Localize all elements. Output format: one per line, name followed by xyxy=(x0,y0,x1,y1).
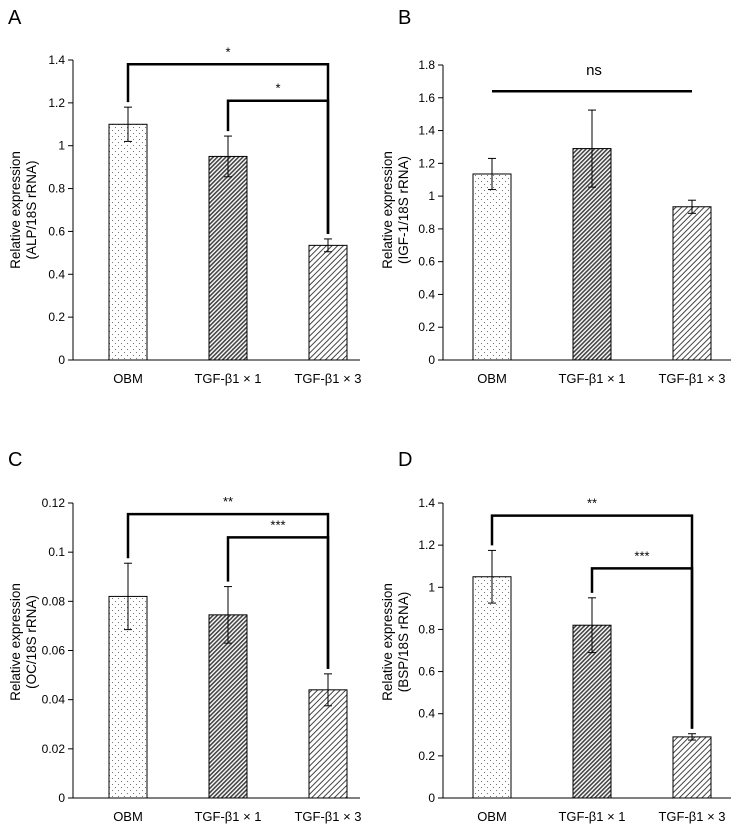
y-tick-label: 0.04 xyxy=(42,693,66,707)
chart-panel-b: B 0 0.2 0.4 0.6 0.8 1 1.2 1.4 1.6 1.8 Relative expr… xyxy=(380,7,731,386)
category-label: TGF-β1 × 3 xyxy=(658,371,725,386)
bar-3 xyxy=(308,689,348,799)
y-tick-label: 1.2 xyxy=(418,156,435,170)
y-tick-label: 0.08 xyxy=(42,594,66,608)
y-tick-label: 0.4 xyxy=(418,707,435,721)
significance-label: *** xyxy=(634,548,649,563)
bar-1 xyxy=(472,173,512,361)
y-tick-label: 0.02 xyxy=(42,742,66,756)
bar-2 xyxy=(572,624,612,799)
category-label: OBM xyxy=(477,809,507,824)
bar-1 xyxy=(108,123,148,361)
y-axis-label-line2: (ALP/18S rRNA) xyxy=(24,160,39,259)
category-label: OBM xyxy=(113,809,143,824)
y-tick-label: 0.6 xyxy=(48,224,65,238)
chart-panel-d: D 0 0.2 0.4 0.6 0.8 1 1.2 1.4 Relative expression… xyxy=(380,449,731,824)
y-tick-label: 1.4 xyxy=(418,124,435,138)
y-tick-label: 0.2 xyxy=(418,320,435,334)
category-label: OBM xyxy=(113,371,143,386)
category-label: TGF-β1 × 1 xyxy=(194,809,261,824)
panel-letter: A xyxy=(8,7,22,29)
y-tick-label: 0.6 xyxy=(418,665,435,679)
y-tick-label: 0.4 xyxy=(48,267,65,281)
bar-2 xyxy=(208,614,248,799)
category-label: TGF-β1 × 1 xyxy=(558,371,625,386)
y-tick-label: 1 xyxy=(428,189,435,203)
significance-label: *** xyxy=(270,517,285,532)
y-tick-label: 1.4 xyxy=(48,53,65,67)
bar-1 xyxy=(472,576,512,799)
y-axis-label-line2: (IGF-1/18S rRNA) xyxy=(396,156,411,264)
bar-3 xyxy=(672,206,712,361)
y-tick-label: 1.2 xyxy=(48,96,65,110)
y-tick-label: 0.1 xyxy=(48,545,65,559)
significance-label: ns xyxy=(586,62,602,79)
y-tick-label: 1.2 xyxy=(418,538,435,552)
chart-panel-c: C 0 0.02 0.04 0.06 0.08 0.1 0.12 Relative expres… xyxy=(8,449,362,824)
bar-2 xyxy=(208,155,248,361)
y-axis-label: Relative expression(BSP/18S rRNA) xyxy=(380,583,411,701)
significance-label: ** xyxy=(223,494,233,509)
y-axis-label: Relative expression(OC/18S rRNA) xyxy=(8,583,39,701)
y-axis-label-line2: (OC/18S rRNA) xyxy=(24,595,39,689)
y-axis-label-line1: Relative expression xyxy=(8,151,23,269)
y-tick-label: 0.06 xyxy=(42,644,66,658)
category-label: OBM xyxy=(477,371,507,386)
y-tick-label: 0.2 xyxy=(48,310,65,324)
y-tick-label: 0.4 xyxy=(418,287,435,301)
y-axis-label-line1: Relative expression xyxy=(8,583,23,701)
y-tick-label: 0 xyxy=(428,791,435,805)
y-tick-label: 1.4 xyxy=(418,496,435,510)
category-label: TGF-β1 × 3 xyxy=(658,809,725,824)
significance-bracket xyxy=(590,567,694,729)
significance-bracket xyxy=(226,99,330,234)
y-tick-label: 1.6 xyxy=(418,91,435,105)
y-tick-label: 0.6 xyxy=(418,255,435,269)
panel-letter: C xyxy=(8,449,22,471)
category-label: TGF-β1 × 3 xyxy=(294,809,361,824)
significance-label: ** xyxy=(587,496,597,511)
y-tick-label: 0 xyxy=(58,353,65,367)
y-tick-label: 0.8 xyxy=(48,182,65,196)
y-axis-label: Relative expression(IGF-1/18S rRNA) xyxy=(380,151,411,269)
y-tick-label: 0.8 xyxy=(418,222,435,236)
y-tick-label: 1 xyxy=(428,580,435,594)
significance-label: * xyxy=(275,81,280,96)
y-tick-label: 0 xyxy=(428,353,435,367)
y-tick-label: 0.2 xyxy=(418,749,435,763)
category-label: TGF-β1 × 1 xyxy=(194,371,261,386)
bar-3 xyxy=(672,736,712,799)
significance-bracket xyxy=(226,536,330,669)
y-axis-label-line1: Relative expression xyxy=(380,583,395,701)
chart-panel-a: A 0 0.2 0.4 0.6 0.8 1 1.2 1.4 Relative expression… xyxy=(8,7,362,386)
y-axis-label-line1: Relative expression xyxy=(380,151,395,269)
y-tick-label: 0 xyxy=(58,791,65,805)
significance-label: * xyxy=(225,44,230,59)
y-tick-label: 0.8 xyxy=(418,622,435,636)
y-tick-label: 1 xyxy=(58,139,65,153)
category-label: TGF-β1 × 3 xyxy=(294,371,361,386)
category-label: TGF-β1 × 1 xyxy=(558,809,625,824)
panel-letter: B xyxy=(398,7,411,29)
y-tick-label: 1.8 xyxy=(418,58,435,72)
y-tick-label: 0.12 xyxy=(42,496,66,510)
y-axis-label-line2: (BSP/18S rRNA) xyxy=(396,592,411,693)
panel-letter: D xyxy=(398,449,412,471)
bar-3 xyxy=(308,244,348,361)
y-axis-label: Relative expression(ALP/18S rRNA) xyxy=(8,151,39,269)
